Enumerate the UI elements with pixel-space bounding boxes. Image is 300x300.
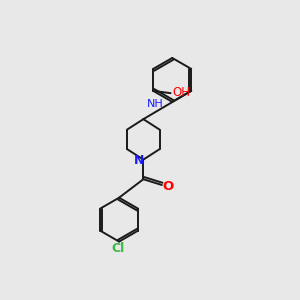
Text: Cl: Cl [111, 242, 124, 256]
Text: O: O [163, 180, 174, 193]
Text: OH: OH [172, 85, 190, 98]
Text: N: N [134, 154, 144, 167]
Text: NH: NH [147, 99, 164, 109]
